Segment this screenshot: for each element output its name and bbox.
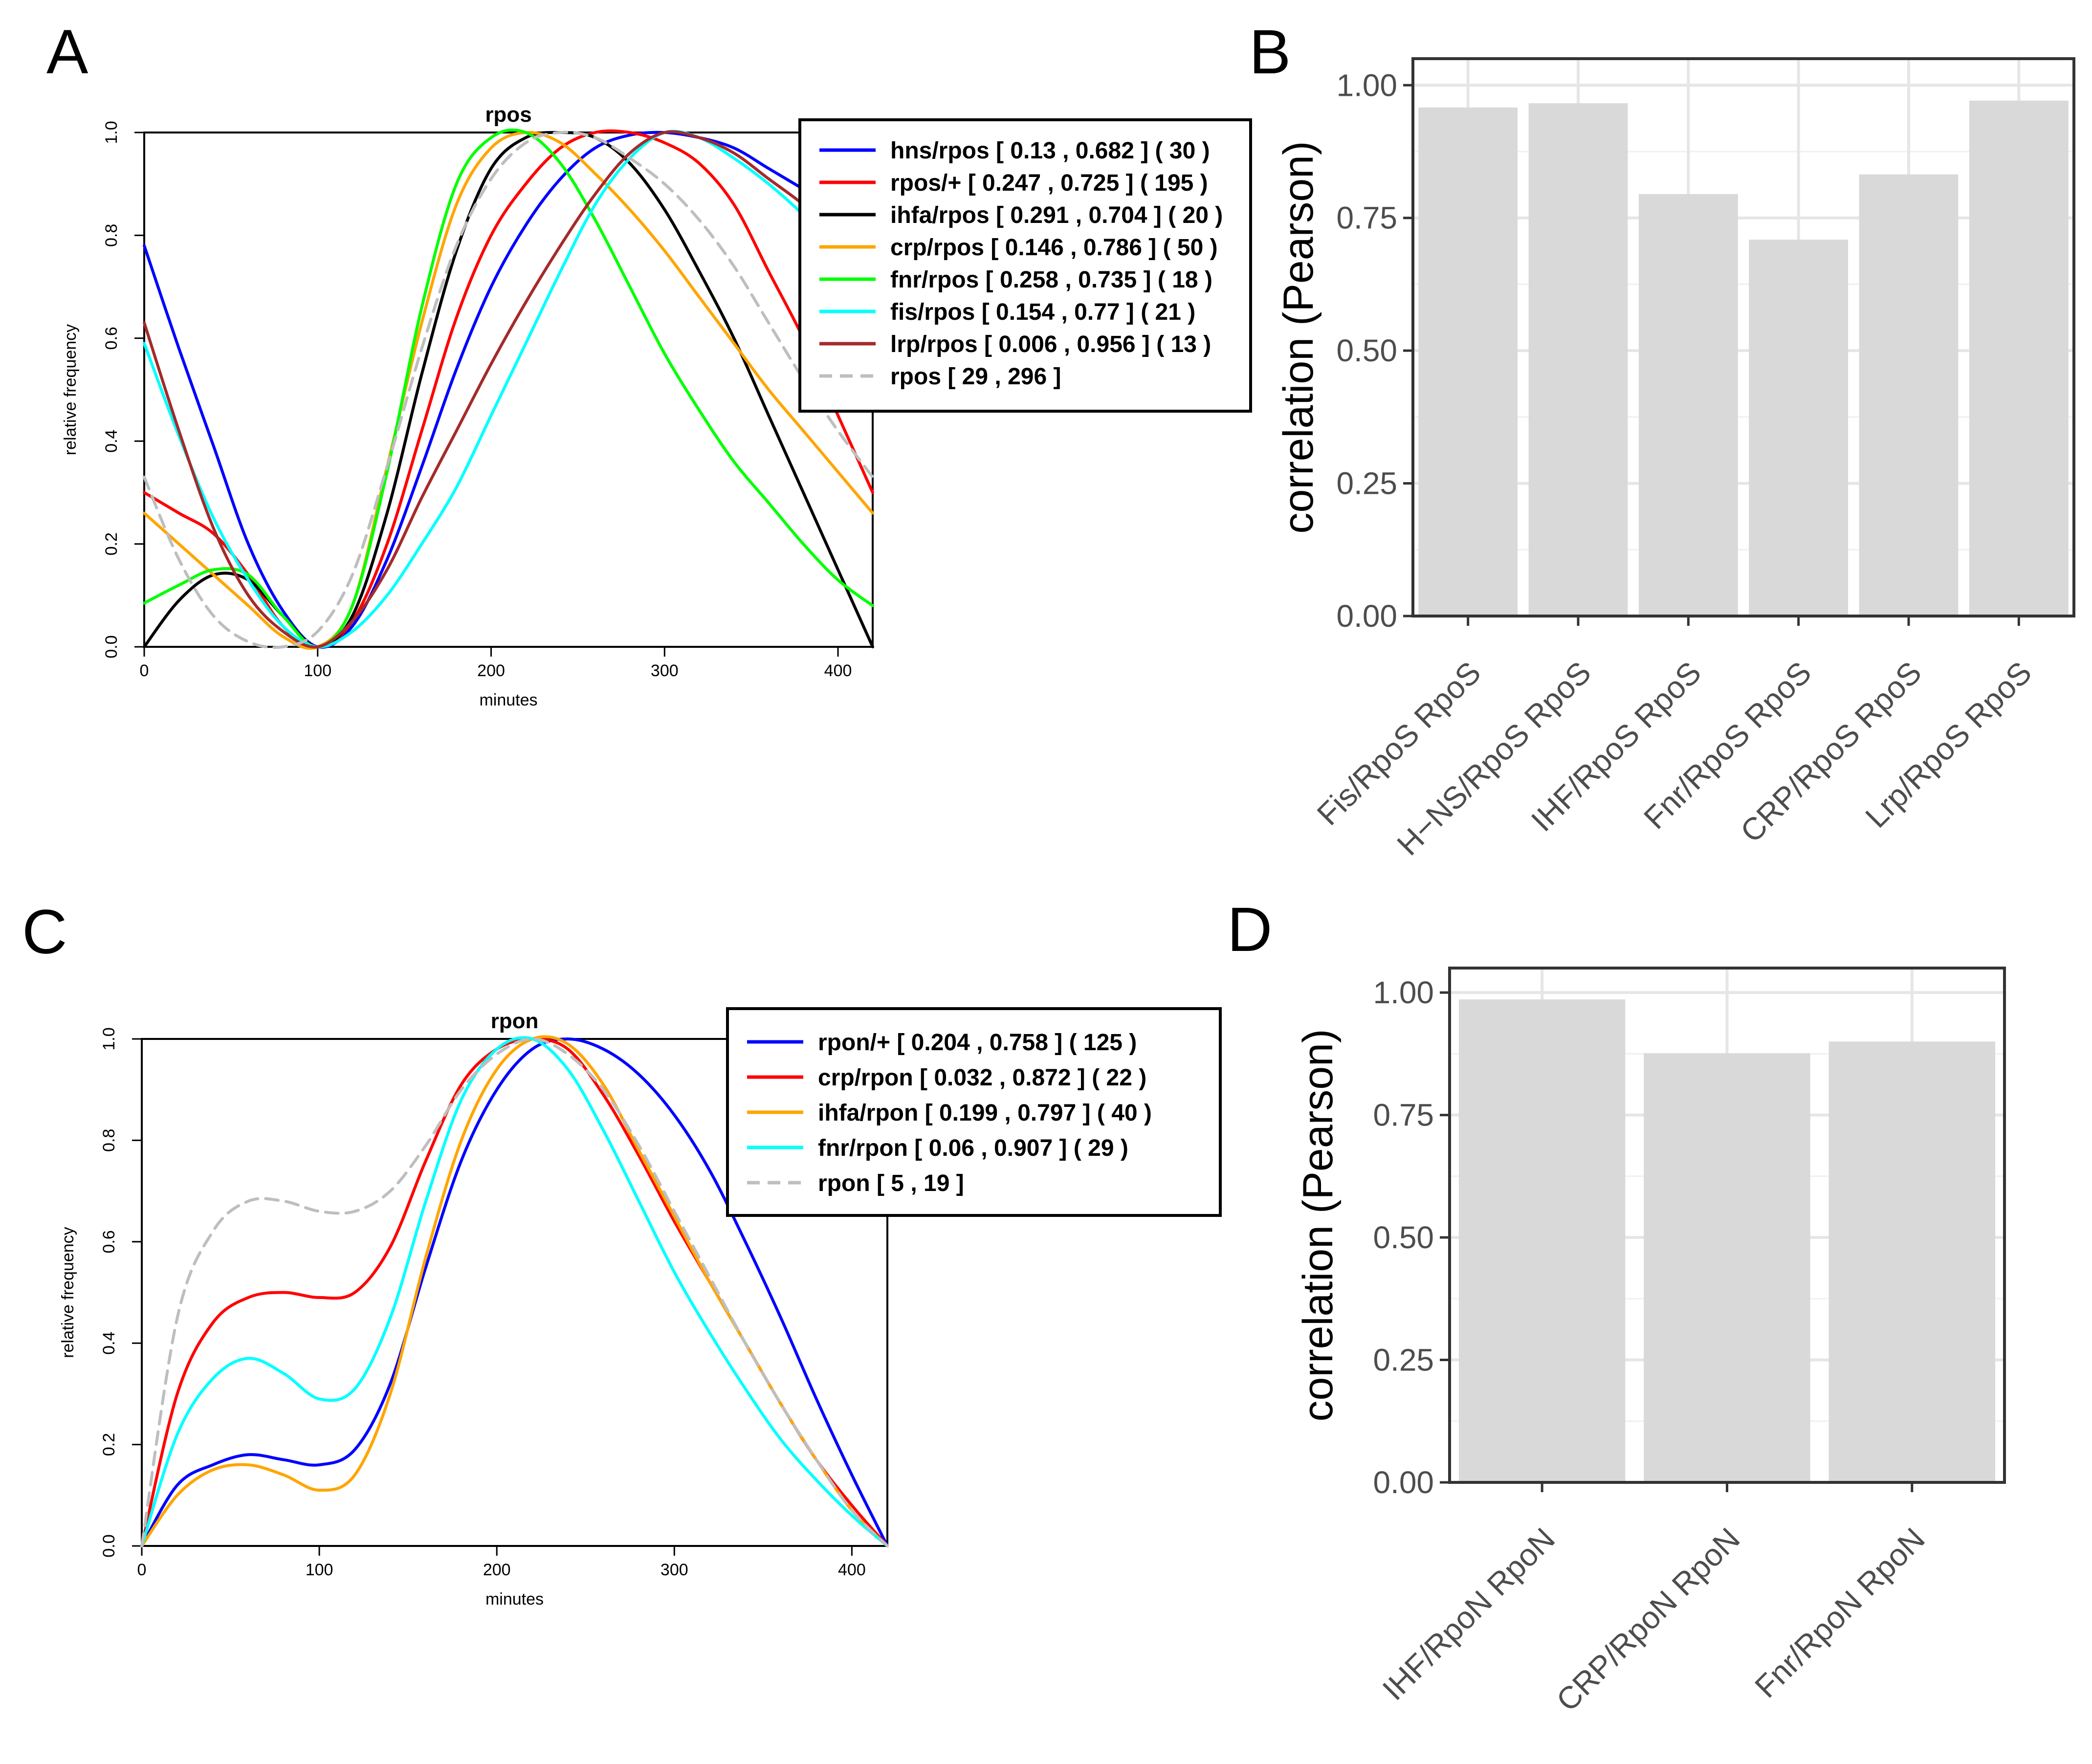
legend-entry-fis-rpos: fis/rpos [ 0.154 , 0.77 ] ( 21 )	[890, 299, 1195, 325]
bar-ihf-rpon-rpon	[1458, 999, 1626, 1482]
chart-title: rpon	[491, 1009, 539, 1033]
series-line-fnr-rpon	[140, 1036, 889, 1547]
legend-entry-hns-rpos: hns/rpos [ 0.13 , 0.682 ] ( 30 )	[890, 138, 1210, 164]
y-axis-label: correlation (Pearson)	[1275, 141, 1322, 533]
y-tick-label: 0.6	[100, 1230, 118, 1253]
bar-ihf-rpos-rpos	[1638, 194, 1738, 616]
y-tick-label: 0.00	[1336, 598, 1397, 634]
panel-label-c: C	[22, 897, 67, 967]
x-tick-label: 0	[137, 1561, 147, 1579]
x-tick-label: 0	[140, 662, 149, 680]
legend-entry-ihfa-rpon: ihfa/rpon [ 0.199 , 0.797 ] ( 40 )	[818, 1100, 1152, 1126]
series-line-rpos	[143, 131, 874, 649]
legend-entry-rpon: rpon [ 5 , 19 ]	[818, 1170, 964, 1196]
y-tick-label: 0.4	[100, 1332, 118, 1355]
line-chart-rpos: rpos 0 100 200 300 400 0.0 0.2 0.4 0.6 0.8 1.0 minut…	[61, 103, 1252, 709]
series-line-fis-rpos	[143, 130, 874, 649]
x-tick-label: 400	[824, 662, 852, 680]
x-tick-label: 300	[651, 662, 679, 680]
bar-crp-rpos-rpos	[1859, 174, 1959, 617]
y-tick-label: 0.75	[1373, 1098, 1434, 1133]
panel-label-b: B	[1249, 17, 1291, 87]
y-tick-label: 1.00	[1373, 975, 1434, 1010]
x-axis-label: minutes	[485, 1590, 544, 1609]
series-line-fnr-rpos	[143, 128, 874, 649]
y-tick-label: 0.2	[100, 1433, 118, 1456]
y-tick-label: 1.0	[102, 121, 121, 144]
x-tick-label: 300	[661, 1561, 688, 1579]
legend-entry-crp-rpos: crp/rpos [ 0.146 , 0.786 ] ( 50 )	[890, 235, 1218, 261]
y-tick-label: 0.50	[1336, 333, 1397, 368]
legend-entry-crp-rpon: crp/rpon [ 0.032 , 0.872 ] ( 22 )	[818, 1065, 1146, 1091]
legend-entry-fnr-rpos: fnr/rpos [ 0.258 , 0.735 ] ( 18 )	[890, 267, 1212, 293]
y-tick-label: 0.25	[1373, 1343, 1434, 1378]
y-tick-label: 0.8	[102, 224, 121, 247]
chart-title: rpos	[485, 103, 531, 127]
bar-fis-rpos-rpos	[1418, 107, 1518, 616]
x-tick-label: 200	[477, 662, 505, 680]
x-tick-label: 100	[306, 1561, 333, 1579]
y-axis-label: correlation (Pearson)	[1295, 1029, 1342, 1421]
y-tick-label: 0.25	[1336, 466, 1397, 501]
x-tick-label: 100	[304, 662, 331, 680]
panel-label-d: D	[1227, 895, 1272, 965]
y-axis-label: relative frequency	[59, 1227, 77, 1358]
legend-entry-rpos: rpos/+ [ 0.247 , 0.725 ] ( 195 )	[890, 170, 1208, 196]
series-line-rpon	[140, 1037, 889, 1547]
panel-border	[1411, 57, 2075, 617]
bar-fnr-rpos-rpos	[1749, 240, 1849, 616]
y-tick-label: 0.6	[102, 327, 121, 350]
y-tick-label: 0.0	[102, 635, 121, 658]
bar-fnr-rpon-rpon	[1828, 1041, 1996, 1482]
legend-entry-ihfa-rpos: ihfa/rpos [ 0.291 , 0.704 ] ( 20 )	[890, 202, 1223, 228]
legend-box	[798, 118, 1252, 413]
y-axis-label: relative frequency	[61, 324, 80, 455]
y-tick-label: 0.00	[1373, 1465, 1434, 1500]
series-line-hns-rpos	[143, 131, 874, 649]
line-chart-rpon: rpon 0 100 200 300 400 0.0 0.2 0.4 0.6 0.8 1.0 minut…	[59, 1007, 1222, 1609]
legend-entry-fnr-rpon: fnr/rpon [ 0.06 , 0.907 ] ( 29 )	[818, 1135, 1128, 1161]
legend-entry-lrp-rpos: lrp/rpos [ 0.006 , 0.956 ] ( 13 )	[890, 331, 1211, 357]
legend-entry-rpon: rpon/+ [ 0.204 , 0.758 ] ( 125 )	[818, 1030, 1137, 1056]
series-line-lrp-rpos	[143, 130, 874, 649]
series-line-crp-rpos	[143, 131, 874, 650]
series-line-rpon	[140, 1037, 889, 1547]
legend-entry-rpos: rpos [ 29 , 296 ]	[890, 364, 1061, 390]
x-tick-label: 400	[838, 1561, 866, 1579]
y-tick-label: 1.0	[100, 1027, 118, 1050]
x-tick-label: 200	[483, 1561, 511, 1579]
y-tick-label: 0.2	[102, 532, 121, 555]
y-tick-label: 0.4	[102, 430, 121, 453]
legend-box	[726, 1007, 1222, 1217]
x-axis-label: minutes	[479, 691, 537, 709]
y-tick-label: 0.8	[100, 1129, 118, 1152]
y-tick-label: 1.00	[1336, 67, 1397, 103]
y-tick-label: 0.0	[100, 1534, 118, 1557]
bar-crp-rpon-rpon	[1644, 1053, 1810, 1482]
bar-h-ns-rpos-rpos	[1528, 103, 1628, 617]
bar-lrp-rpos-rpos	[1969, 100, 2069, 616]
panel-label-a: A	[46, 17, 88, 87]
y-tick-label: 0.75	[1336, 200, 1397, 236]
y-tick-label: 0.50	[1373, 1220, 1434, 1255]
